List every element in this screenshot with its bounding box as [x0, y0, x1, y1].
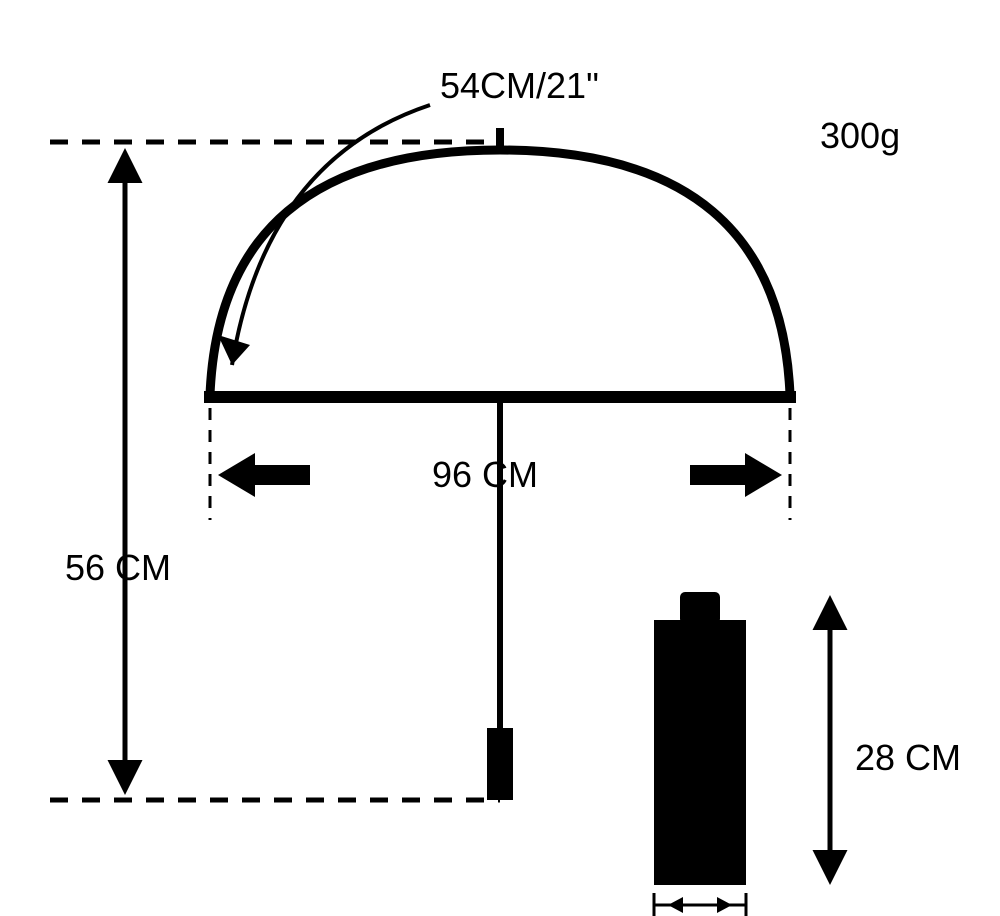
width-arrow-left [218, 453, 310, 497]
weight-label: 300g [820, 115, 900, 156]
umbrella-dimension-diagram: 54CM/21" 300g 56 CM 96 CM 28 CM [0, 0, 1000, 916]
height-label: 56 CM [65, 547, 171, 588]
width-arrow-right [690, 453, 782, 497]
folded-umbrella [654, 592, 746, 885]
folded-height-label: 28 CM [855, 737, 961, 778]
umbrella-handle [487, 728, 513, 800]
width-label: 96 CM [432, 454, 538, 495]
folded-width-indicator [654, 893, 746, 916]
arc-length-arrowhead [218, 335, 250, 365]
arc-label: 54CM/21" [440, 65, 599, 106]
umbrella-canopy [210, 150, 790, 395]
